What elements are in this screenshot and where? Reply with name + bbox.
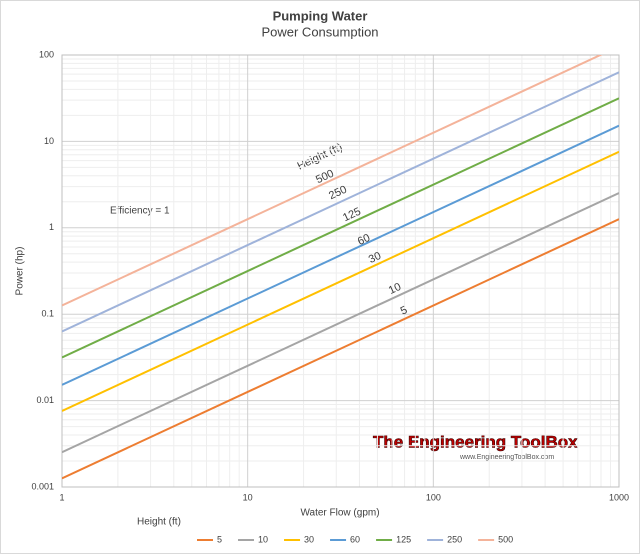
watermark-url: www.EngineeringToolBox.com [459,454,554,461]
y-tick-label: 0.1 [41,309,54,319]
legend-title: Height (ft) [137,517,181,528]
y-tick-label: 100 [39,49,54,59]
legend-label: 5 [217,534,222,544]
x-tick-label: 100 [426,492,441,502]
line-label: 5 [399,304,410,317]
series-line [62,55,603,307]
chart-title: Pumping Water [273,8,368,23]
y-tick-label: 0.001 [31,481,54,491]
legend-label: 125 [396,534,411,544]
plot-frame [61,54,620,488]
x-tick-label: 1 [59,492,64,502]
series-line [62,71,619,333]
legend-label: 250 [447,534,462,544]
watermark: The Engineering ToolBox [373,432,578,451]
legend-label: 30 [304,534,314,544]
line-label: 60 [356,232,372,248]
series-line [62,97,619,359]
x-tick-label: 10 [243,492,253,502]
legend-label: 500 [498,534,513,544]
y-tick-label: 0.01 [36,395,54,405]
y-tick-label: 10 [44,136,54,146]
line-label: 10 [387,281,403,297]
x-axis-label: Water Flow (gpm) [300,508,379,519]
plot-lines [62,55,619,480]
y-axis-label: Power (hp) [15,247,26,296]
annotation: Efficiency = 1 [110,206,170,217]
series-line [62,150,619,412]
series-line [62,218,619,480]
series-line [62,192,619,454]
x-tick-label: 1000 [609,492,629,502]
line-label: 30 [367,250,383,266]
chart-subtitle: Power Consumption [261,24,378,39]
y-tick-label: 1 [49,222,54,232]
series-line [62,124,619,386]
legend-label: 60 [350,534,360,544]
legend-label: 10 [258,534,268,544]
